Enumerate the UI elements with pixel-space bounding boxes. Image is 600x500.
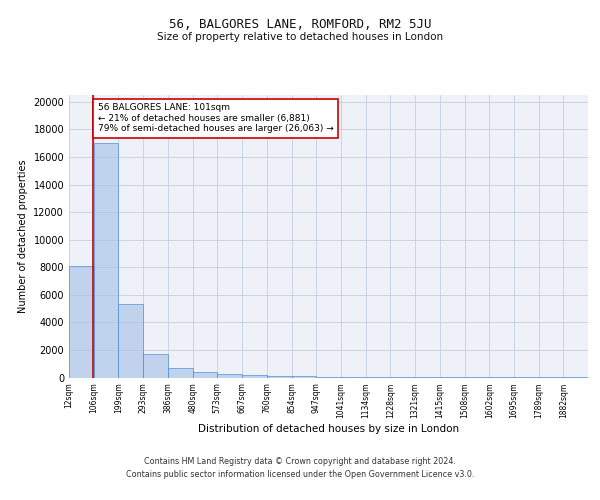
Bar: [292, 376, 316, 378]
Bar: [69, 266, 94, 378]
X-axis label: Distribution of detached houses by size in London: Distribution of detached houses by size …: [198, 424, 459, 434]
Bar: [365, 377, 391, 378]
Text: 56 BALGORES LANE: 101sqm
← 21% of detached houses are smaller (6,881)
79% of sem: 56 BALGORES LANE: 101sqm ← 21% of detach…: [98, 104, 334, 133]
Bar: [193, 372, 217, 378]
Bar: [267, 376, 292, 378]
Text: Contains HM Land Registry data © Crown copyright and database right 2024.: Contains HM Land Registry data © Crown c…: [144, 458, 456, 466]
Bar: [316, 376, 341, 378]
Text: Contains public sector information licensed under the Open Government Licence v3: Contains public sector information licen…: [126, 470, 474, 479]
Y-axis label: Number of detached properties: Number of detached properties: [18, 160, 28, 313]
Bar: [143, 354, 168, 378]
Bar: [242, 376, 267, 378]
Bar: [168, 368, 193, 378]
Bar: [217, 374, 242, 378]
Text: 56, BALGORES LANE, ROMFORD, RM2 5JU: 56, BALGORES LANE, ROMFORD, RM2 5JU: [169, 18, 431, 30]
Bar: [341, 377, 365, 378]
Text: Size of property relative to detached houses in London: Size of property relative to detached ho…: [157, 32, 443, 42]
Bar: [118, 304, 143, 378]
Bar: [94, 143, 118, 378]
